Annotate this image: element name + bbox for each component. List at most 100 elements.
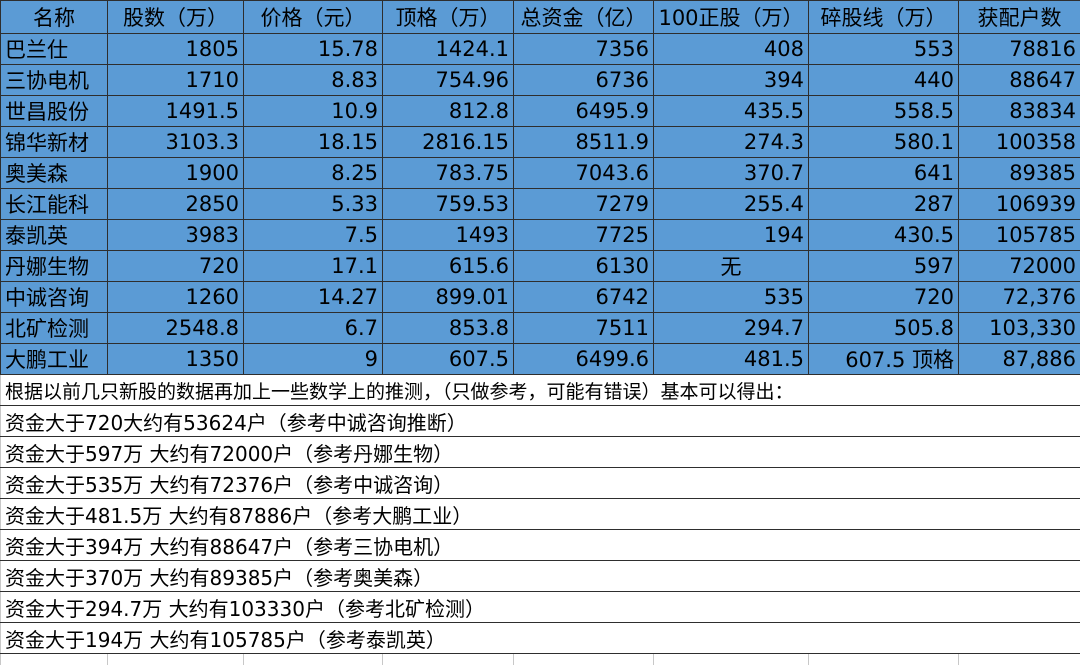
table-cell[interactable]: 1350 [108,344,244,375]
column-header[interactable]: 碎股线（万） [809,1,959,34]
table-cell[interactable]: 720 [108,251,244,282]
table-cell[interactable]: 89385 [959,158,1080,189]
table-cell[interactable]: 17.1 [244,251,383,282]
table-cell[interactable]: 440 [809,65,959,96]
table-cell[interactable]: 8.25 [244,158,383,189]
table-cell[interactable]: 18.15 [244,127,383,158]
table-cell[interactable]: 1710 [108,65,244,96]
stock-name-cell[interactable]: 巴兰仕 [1,34,108,65]
table-cell[interactable]: 6495.9 [514,96,654,127]
table-cell[interactable]: 15.78 [244,34,383,65]
table-cell[interactable]: 2548.8 [108,313,244,344]
table-cell[interactable]: 100358 [959,127,1080,158]
table-cell[interactable]: 370.7 [654,158,809,189]
table-cell[interactable]: 255.4 [654,189,809,220]
table-cell[interactable]: 1805 [108,34,244,65]
table-cell[interactable]: 无 [654,251,809,282]
table-cell[interactable]: 607.5 顶格 [809,344,959,375]
table-cell[interactable]: 87,886 [959,344,1080,375]
table-cell[interactable]: 6.7 [244,313,383,344]
empty-cell[interactable] [809,654,959,665]
stock-name-cell[interactable]: 长江能科 [1,189,108,220]
table-cell[interactable]: 783.75 [383,158,514,189]
table-cell[interactable]: 7356 [514,34,654,65]
table-cell[interactable]: 481.5 [654,344,809,375]
table-cell[interactable]: 105785 [959,220,1080,251]
table-cell[interactable]: 1424.1 [383,34,514,65]
table-cell[interactable]: 72000 [959,251,1080,282]
note-text[interactable]: 资金大于370万 大约有89385户（参考奥美森） [1,561,1080,592]
table-cell[interactable]: 408 [654,34,809,65]
table-cell[interactable]: 103,330 [959,313,1080,344]
stock-name-cell[interactable]: 锦华新材 [1,127,108,158]
table-cell[interactable]: 505.8 [809,313,959,344]
table-cell[interactable]: 5.33 [244,189,383,220]
table-cell[interactable]: 1493 [383,220,514,251]
stock-name-cell[interactable]: 大鹏工业 [1,344,108,375]
note-text[interactable]: 资金大于294.7万 大约有103330户（参考北矿检测） [1,592,1080,623]
table-cell[interactable]: 1900 [108,158,244,189]
table-cell[interactable]: 759.53 [383,189,514,220]
table-cell[interactable]: 535 [654,282,809,313]
table-cell[interactable]: 14.27 [244,282,383,313]
table-cell[interactable]: 394 [654,65,809,96]
empty-cell[interactable] [654,654,809,665]
note-text[interactable]: 根据以前几只新股的数据再加上一些数学上的推测，（只做参考，可能有错误）基本可以得… [1,375,1080,406]
table-cell[interactable]: 194 [654,220,809,251]
column-header[interactable]: 股数（万） [108,1,244,34]
table-cell[interactable]: 3103.3 [108,127,244,158]
table-cell[interactable]: 720 [809,282,959,313]
column-header[interactable]: 总资金（亿） [514,1,654,34]
column-header[interactable]: 100正股（万） [654,1,809,34]
empty-cell[interactable] [1,654,108,665]
table-cell[interactable]: 72,376 [959,282,1080,313]
stock-name-cell[interactable]: 世昌股份 [1,96,108,127]
table-cell[interactable]: 607.5 [383,344,514,375]
stock-name-cell[interactable]: 丹娜生物 [1,251,108,282]
empty-cell[interactable] [959,654,1080,665]
empty-cell[interactable] [244,654,383,665]
table-cell[interactable]: 287 [809,189,959,220]
table-cell[interactable]: 7.5 [244,220,383,251]
table-cell[interactable]: 88647 [959,65,1080,96]
table-cell[interactable]: 7043.6 [514,158,654,189]
table-cell[interactable]: 3983 [108,220,244,251]
table-cell[interactable]: 106939 [959,189,1080,220]
table-cell[interactable]: 294.7 [654,313,809,344]
table-cell[interactable]: 435.5 [654,96,809,127]
note-text[interactable]: 资金大于535万 大约有72376户（参考中诚咨询） [1,468,1080,499]
empty-cell[interactable] [108,654,244,665]
stock-name-cell[interactable]: 奥美森 [1,158,108,189]
table-cell[interactable]: 558.5 [809,96,959,127]
table-cell[interactable]: 7725 [514,220,654,251]
table-cell[interactable]: 2850 [108,189,244,220]
table-cell[interactable]: 9 [244,344,383,375]
table-cell[interactable]: 7279 [514,189,654,220]
table-cell[interactable]: 2816.15 [383,127,514,158]
table-cell[interactable]: 1260 [108,282,244,313]
table-cell[interactable]: 274.3 [654,127,809,158]
note-text[interactable]: 资金大于720大约有53624户（参考中诚咨询推断） [1,406,1080,437]
stock-name-cell[interactable]: 泰凯英 [1,220,108,251]
empty-cell[interactable] [514,654,654,665]
note-text[interactable]: 资金大于597万 大约有72000户（参考丹娜生物） [1,437,1080,468]
table-cell[interactable]: 6742 [514,282,654,313]
table-cell[interactable]: 580.1 [809,127,959,158]
table-cell[interactable]: 6130 [514,251,654,282]
note-text[interactable]: 资金大于194万 大约有105785户（参考泰凯英） [1,623,1080,654]
column-header[interactable]: 价格（元） [244,1,383,34]
table-cell[interactable]: 615.6 [383,251,514,282]
column-header[interactable]: 顶格（万） [383,1,514,34]
table-cell[interactable]: 597 [809,251,959,282]
table-cell[interactable]: 553 [809,34,959,65]
table-cell[interactable]: 754.96 [383,65,514,96]
table-cell[interactable]: 78816 [959,34,1080,65]
stock-name-cell[interactable]: 三协电机 [1,65,108,96]
column-header[interactable]: 名称 [1,1,108,34]
table-cell[interactable]: 6736 [514,65,654,96]
table-cell[interactable]: 6499.6 [514,344,654,375]
note-text[interactable]: 资金大于481.5万 大约有87886户（参考大鹏工业） [1,499,1080,530]
empty-cell[interactable] [383,654,514,665]
table-cell[interactable]: 83834 [959,96,1080,127]
table-cell[interactable]: 8.83 [244,65,383,96]
